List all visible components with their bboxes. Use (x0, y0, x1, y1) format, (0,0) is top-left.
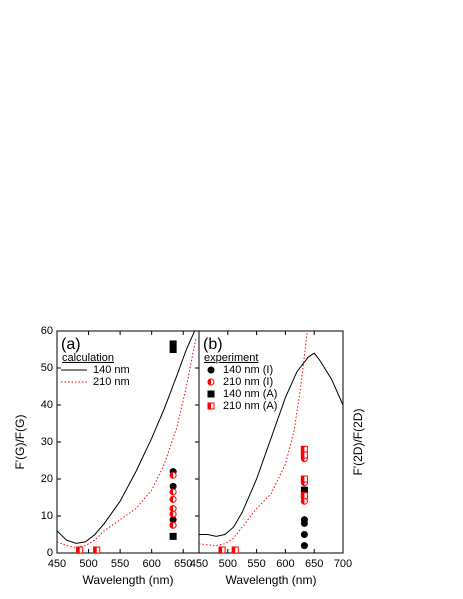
marker (300, 542, 308, 550)
plot-frame (198, 330, 344, 554)
legend-label: 140 nm (I) (223, 364, 273, 376)
x-axis-label: Wavelength (nm) (83, 573, 174, 587)
marker (169, 340, 177, 348)
marker-half (218, 546, 223, 553)
plot-area (57, 331, 197, 553)
marker (169, 495, 177, 503)
marker-half (169, 488, 174, 496)
marker (169, 471, 177, 479)
marker (231, 546, 239, 553)
marker (93, 546, 101, 553)
marker (300, 492, 308, 500)
legend-label: 140 nm (93, 364, 130, 376)
y-tick-label: 10 (41, 510, 53, 522)
y-axis-label: F'(2D)/F(2D) (351, 409, 365, 476)
marker (300, 531, 308, 538)
legend-title: calculation (62, 352, 114, 364)
legend-label: 210 nm (I) (223, 376, 273, 388)
panel-label: (a) (61, 336, 81, 353)
marker-half (169, 471, 174, 479)
marker-half (93, 546, 97, 553)
x-tick-label: 650 (174, 558, 192, 570)
marker (169, 346, 177, 353)
x-tick-label: 550 (247, 558, 265, 570)
legend-label: 210 nm (93, 376, 130, 388)
y-tick-label: 30 (41, 436, 53, 448)
x-tick-label: 600 (276, 558, 294, 570)
marker-half (76, 546, 80, 553)
series-line (199, 352, 343, 537)
series-line (199, 331, 308, 547)
marker-half (300, 451, 305, 459)
marker (300, 497, 308, 505)
marker (169, 516, 177, 524)
marker-half (169, 521, 174, 529)
marker-half (300, 475, 305, 483)
legend-label: 210 nm (A) (223, 400, 277, 412)
marker-half (169, 510, 174, 518)
series-line (57, 331, 196, 544)
x-tick-label: 500 (219, 558, 237, 570)
x-tick-label: 600 (142, 558, 160, 570)
marker (300, 451, 308, 459)
y-tick-label: 20 (41, 473, 53, 485)
marker (76, 546, 84, 553)
marker (169, 482, 177, 490)
marker-half (207, 378, 211, 386)
marker (169, 510, 177, 518)
marker (300, 519, 308, 527)
marker-half (231, 546, 236, 553)
marker (218, 546, 226, 553)
y-tick-label: 50 (41, 362, 53, 374)
marker (169, 505, 177, 513)
legend-title: experiment (204, 352, 258, 364)
marker (207, 402, 215, 410)
legend-label: 140 nm (A) (223, 388, 277, 400)
x-tick-label: 700 (334, 558, 352, 570)
y-tick-label: 60 (41, 325, 53, 337)
x-axis-label: Wavelength (nm) (226, 573, 317, 587)
marker (169, 488, 177, 496)
marker (169, 532, 177, 540)
plot-area (199, 331, 343, 553)
marker (207, 390, 215, 398)
marker-half (300, 492, 305, 500)
x-tick-label: 550 (111, 558, 129, 570)
marker (207, 378, 215, 386)
x-tick-label: 500 (79, 558, 97, 570)
marker (169, 521, 177, 529)
x-tick-label: 650 (305, 558, 323, 570)
marker-half (300, 445, 305, 453)
marker (300, 475, 308, 483)
marker (207, 366, 215, 374)
marker-half (300, 497, 305, 505)
marker-half (169, 505, 174, 513)
x-tick-label: 450 (190, 558, 208, 570)
x-tick-label: 450 (48, 558, 66, 570)
y-tick-label: 40 (41, 399, 53, 411)
marker-half (207, 402, 211, 410)
marker-half (169, 495, 174, 503)
y-tick-label: 0 (47, 547, 53, 559)
y-axis-label: F'(G)/F(G) (13, 415, 27, 470)
marker (300, 486, 308, 494)
panel-label: (b) (203, 336, 223, 353)
